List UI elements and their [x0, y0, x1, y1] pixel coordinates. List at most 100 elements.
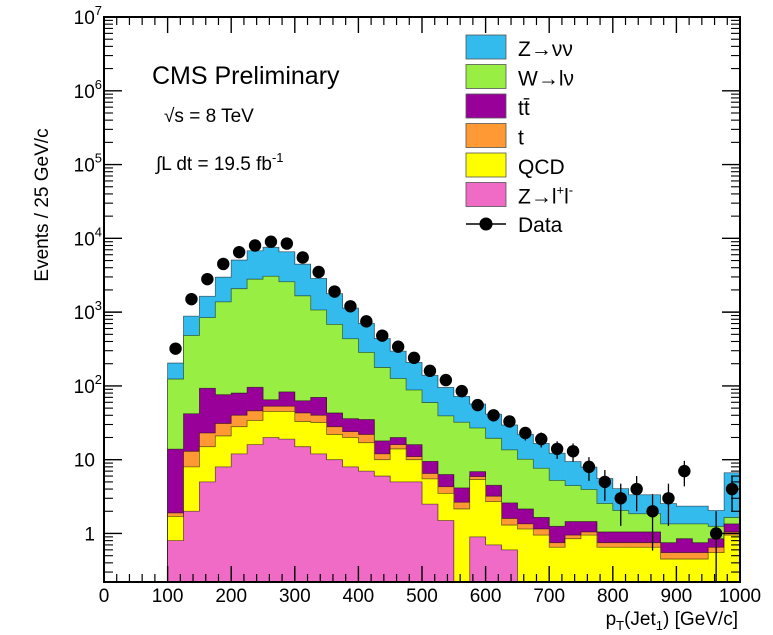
- luminosity-exponent: -1: [272, 150, 284, 165]
- data-point: [566, 445, 580, 458]
- bar: [326, 459, 343, 582]
- x-axis-title: pT(Jet1) [GeV/c]: [606, 609, 738, 633]
- x-axis-title-end: ) [GeV/c]: [663, 609, 738, 630]
- bar: [437, 520, 455, 582]
- legend-swatch: [465, 152, 507, 178]
- data-point: [503, 415, 516, 428]
- legend-swatch: [465, 93, 507, 119]
- data-point: [232, 245, 246, 259]
- series-0: [167, 437, 740, 583]
- y-tick-label: 106: [74, 77, 102, 103]
- data-point: [248, 239, 262, 252]
- legend-swatch: [465, 34, 507, 60]
- y-tick-label: 10: [74, 451, 95, 472]
- legend-swatch: [465, 123, 507, 148]
- y-tick-label: 1: [84, 524, 95, 545]
- bar: [263, 437, 280, 582]
- legend-label: Z→l+l-: [518, 183, 573, 209]
- x-tick-label: 200: [215, 586, 247, 607]
- data-point: [662, 492, 675, 505]
- bar: [596, 547, 614, 582]
- data-point: [423, 364, 437, 378]
- bar: [676, 559, 693, 582]
- bar: [469, 536, 486, 582]
- x-axis-title-mid: (Jet: [624, 609, 656, 630]
- bar: [692, 559, 709, 582]
- x-tick-label: 0: [99, 586, 110, 607]
- data-point: [646, 505, 659, 518]
- legend-item: t: [465, 123, 524, 150]
- luminosity-text: ∫L dt = 19.5 fb: [155, 154, 272, 175]
- bar: [342, 466, 359, 582]
- x-axis-title-sub1: T: [616, 618, 624, 633]
- y-tick-label: 103: [74, 298, 102, 324]
- x-tick-label: 1000: [719, 586, 761, 607]
- x-axis-title-base: p: [606, 609, 617, 630]
- data-point: [582, 460, 596, 474]
- legend-item: Z→l+l-: [465, 182, 573, 209]
- bar: [485, 544, 502, 582]
- legend-data-marker: [479, 217, 493, 231]
- legend-label: W→lν: [518, 68, 574, 91]
- data-point: [598, 475, 612, 489]
- y-axis-title: Events / 25 GeV/c: [32, 128, 53, 281]
- data-point: [296, 251, 309, 264]
- data-point: [487, 409, 500, 422]
- data-point: [217, 257, 230, 271]
- bar: [310, 453, 327, 582]
- legend-item: Z→νν: [465, 34, 573, 61]
- stacked-histograms: [167, 246, 741, 583]
- bar: [215, 466, 232, 582]
- legend-label: Z→νν: [518, 38, 573, 61]
- data-point: [519, 426, 532, 440]
- bar: [422, 504, 439, 582]
- bar: [183, 511, 200, 582]
- data-point: [550, 442, 564, 456]
- data-point: [614, 492, 627, 505]
- data-point: [201, 272, 214, 286]
- series-outline: [167, 246, 741, 582]
- bar: [406, 481, 423, 582]
- y-tick-label: 102: [74, 372, 102, 398]
- x-tick-label: 500: [406, 586, 438, 607]
- y-tick-label: 107: [74, 3, 102, 29]
- bar: [660, 559, 677, 582]
- x-tick-label: 100: [152, 586, 184, 607]
- y-tick-label: 104: [74, 224, 102, 250]
- legend-label: QCD: [518, 156, 565, 179]
- x-tick-label: 400: [343, 586, 375, 607]
- bar: [724, 535, 741, 582]
- axes: 0 100 200 300 400 500 600 700 800 900 1000 1 10 102 10…: [74, 3, 762, 607]
- data-point: [169, 342, 182, 355]
- legend-item: W→lν: [465, 64, 574, 91]
- data-point: [376, 329, 389, 342]
- bar: [549, 547, 566, 582]
- data-point: [185, 292, 198, 306]
- data-point: [280, 237, 294, 250]
- x-tick-label: 300: [279, 586, 311, 607]
- data-point: [407, 351, 421, 365]
- bar: [390, 481, 407, 582]
- series-outline: [167, 411, 741, 582]
- bar: [453, 508, 470, 582]
- data-point: [709, 527, 723, 540]
- energy-label: √s = 8 TeV: [164, 106, 254, 127]
- x-tick-label: 800: [597, 586, 629, 607]
- bar: [517, 529, 534, 582]
- data-point: [535, 432, 548, 446]
- bar: [294, 446, 311, 582]
- legend-label: t: [518, 127, 524, 150]
- legend-label: tt̄: [518, 97, 530, 120]
- data-point: [630, 482, 643, 496]
- legend-item-data: Data: [466, 214, 563, 237]
- bar: [565, 538, 582, 582]
- bar: [501, 549, 518, 582]
- data-point: [391, 340, 405, 353]
- luminosity-label: ∫L dt = 19.5 fb-1: [155, 150, 284, 175]
- x-axis-title-sub2: 1: [656, 618, 663, 633]
- bar: [374, 476, 391, 582]
- series-outline: [167, 275, 741, 582]
- data-point: [455, 384, 468, 398]
- x-tick-label: 700: [533, 586, 565, 607]
- bar: [167, 540, 184, 582]
